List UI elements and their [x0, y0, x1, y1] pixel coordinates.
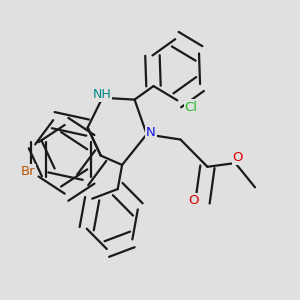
Text: O: O [233, 151, 243, 164]
Text: N: N [146, 126, 155, 139]
Text: Br: Br [21, 165, 35, 178]
Text: NH: NH [92, 88, 111, 101]
Text: O: O [188, 194, 199, 207]
Text: Cl: Cl [184, 100, 198, 114]
